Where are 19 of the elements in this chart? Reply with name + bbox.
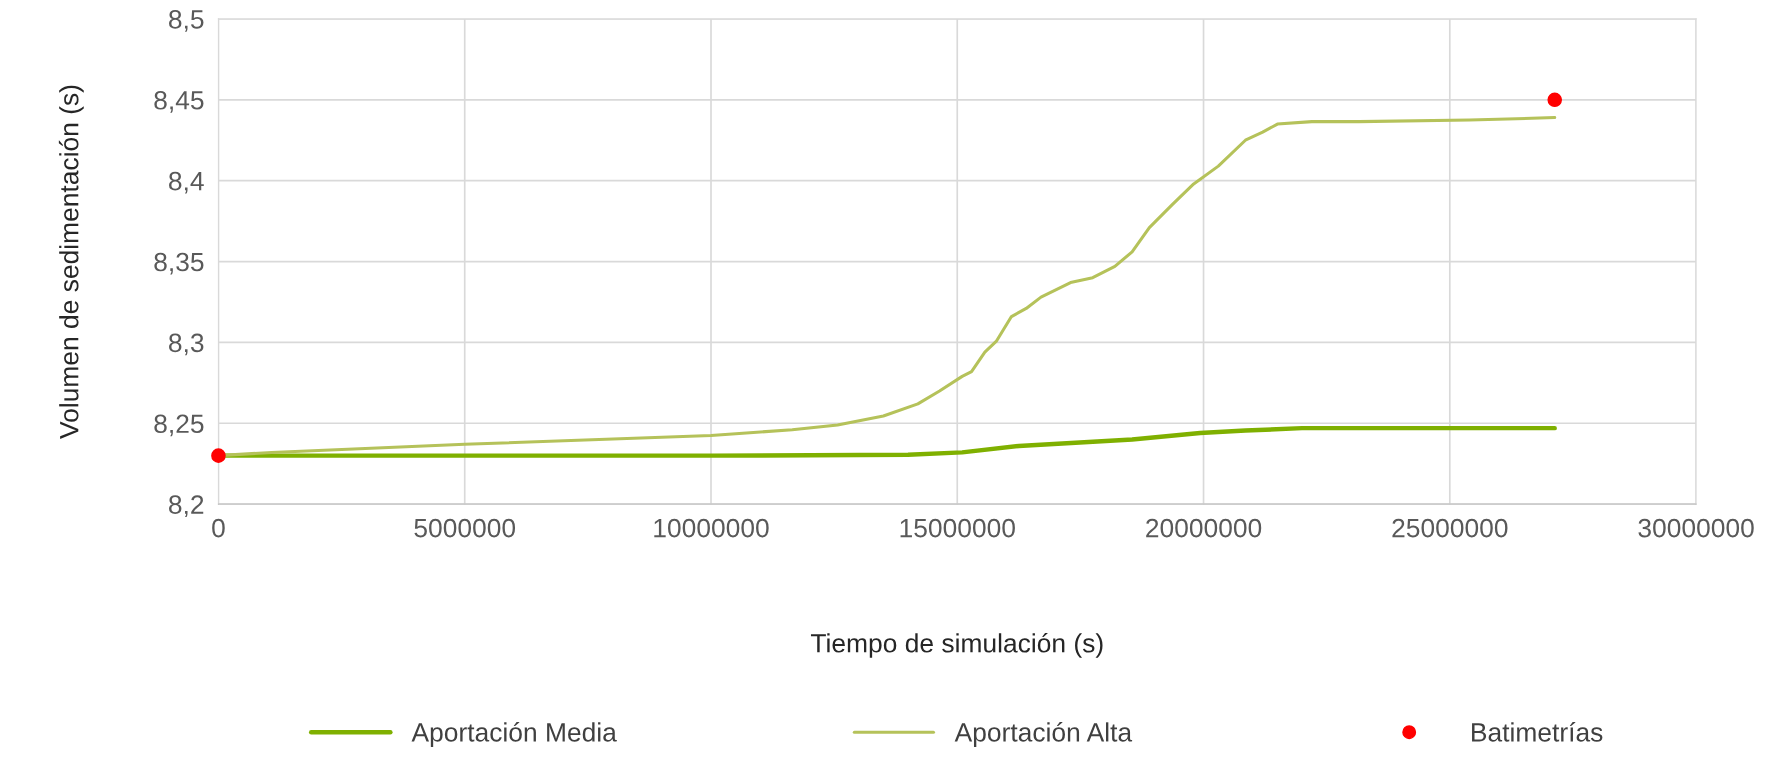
y-tick-label: 8,5	[169, 10, 204, 32]
x-tick-label: 10000000	[654, 518, 769, 538]
x-axis-title: Tiempo de simulación (s)	[810, 632, 1103, 658]
y-tick-label: 8,2	[169, 495, 204, 518]
x-tick-label: 30000000	[1638, 518, 1754, 538]
y-axis-title: Volumen de sedimentación (s)	[58, 85, 84, 439]
legend-label: Aportación Media	[411, 722, 617, 747]
x-tick-label: 15000000	[900, 518, 1015, 538]
legend-label: Aportación Alta	[954, 722, 1133, 747]
x-tick-label: 25000000	[1392, 518, 1508, 538]
legend-label: Batimetrías	[1472, 722, 1603, 742]
y-tick-label: 8,25	[154, 414, 204, 437]
x-tick-label: 5000000	[414, 518, 516, 538]
x-tick-label: 0	[212, 518, 225, 538]
y-tick-label: 8,35	[154, 252, 204, 275]
y-tick-label: 8,45	[154, 90, 204, 113]
y-tick-label: 8,3	[169, 333, 204, 356]
x-tick-label: 20000000	[1146, 518, 1262, 538]
y-tick-label: 8,4	[169, 171, 204, 194]
